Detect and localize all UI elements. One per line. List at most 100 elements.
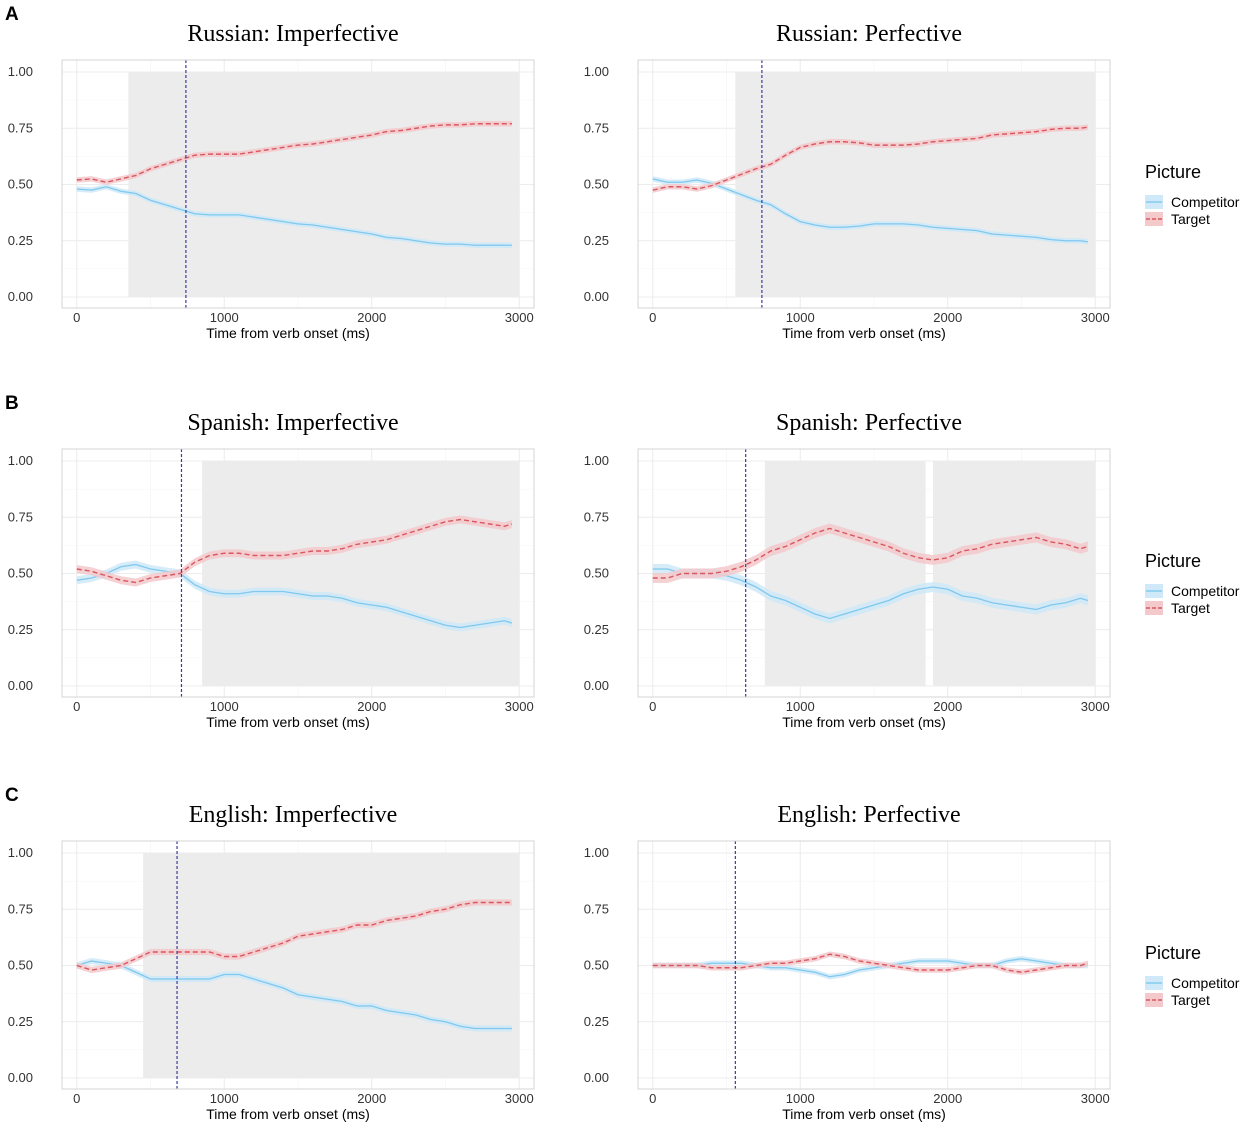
- x-tick-label: 2000: [933, 699, 962, 714]
- plot-border: [637, 448, 1111, 698]
- competitor-line: [652, 178, 1088, 243]
- x-tick-label: 1000: [786, 310, 815, 325]
- x-tick-label: 2000: [357, 699, 386, 714]
- y-tick-label: 0.50: [8, 958, 33, 973]
- legend-title: Picture: [1145, 943, 1201, 963]
- x-tick-label: 3000: [1081, 310, 1110, 325]
- competitor-line: [652, 958, 1088, 978]
- x-tick-label: 3000: [505, 310, 534, 325]
- x-axis-title: Time from verb onset (ms): [206, 1106, 370, 1122]
- target-line: [652, 953, 1089, 973]
- panel-title: Russian: Perfective: [776, 21, 962, 47]
- panel-title: English: Imperfective: [189, 802, 398, 828]
- panel-2: Russian: Perfective 0.00 0.25 0.50 0.75 1.00 0…: [584, 21, 1240, 341]
- x-tick-label: 2000: [933, 1091, 962, 1106]
- y-tick-label: 0.00: [584, 678, 609, 693]
- plot-border: [637, 840, 1111, 1090]
- legend-label: Competitor: [1171, 975, 1240, 991]
- significance-shade: [128, 72, 520, 297]
- x-tick-label: 0: [73, 1091, 80, 1106]
- x-tick-label: 0: [649, 310, 656, 325]
- x-tick-label: 1000: [210, 1091, 239, 1106]
- target-line: [652, 126, 1088, 191]
- legend-label: Target: [1171, 600, 1210, 616]
- x-tick-label: 2000: [357, 310, 386, 325]
- y-tick-label: 0.00: [8, 678, 33, 693]
- y-tick-label: 0.00: [8, 289, 33, 304]
- plot-border: [61, 840, 535, 1090]
- x-tick-label: 1000: [210, 310, 239, 325]
- y-tick-label: 0.00: [584, 289, 609, 304]
- significance-shade: [143, 853, 520, 1078]
- legend-label: Competitor: [1171, 583, 1240, 599]
- y-tick-label: 0.75: [584, 901, 609, 916]
- y-tick-label: 0.25: [8, 622, 33, 637]
- legend-label: Competitor: [1171, 194, 1240, 210]
- significance-shade: [735, 72, 1096, 297]
- x-axis-title: Time from verb onset (ms): [782, 714, 946, 730]
- competitor-line: [76, 563, 513, 629]
- y-tick-label: 0.25: [584, 233, 609, 248]
- y-tick-label: 0.50: [8, 566, 33, 581]
- y-tick-label: 1.00: [8, 453, 33, 468]
- legend-label: Target: [1171, 211, 1210, 227]
- x-tick-label: 2000: [357, 1091, 386, 1106]
- y-tick-label: 0.75: [8, 509, 33, 524]
- significance-shade: [202, 461, 520, 686]
- y-tick-label: 1.00: [8, 845, 33, 860]
- x-tick-label: 0: [649, 699, 656, 714]
- y-tick-label: 0.00: [8, 1070, 33, 1085]
- competitor-line: [76, 960, 512, 1030]
- panel-title: Russian: Imperfective: [187, 21, 398, 47]
- y-tick-label: 0.25: [584, 622, 609, 637]
- y-tick-label: 0.25: [8, 233, 33, 248]
- x-tick-label: 3000: [505, 699, 534, 714]
- y-tick-label: 0.00: [584, 1070, 609, 1085]
- x-axis-title: Time from verb onset (ms): [206, 325, 370, 341]
- x-tick-label: 2000: [933, 310, 962, 325]
- y-tick-label: 0.50: [8, 177, 33, 192]
- x-tick-label: 3000: [1081, 699, 1110, 714]
- panel-3: B Spanish: Imperfective 0.00 0.25 0.50 0.75 1.…: [5, 393, 535, 730]
- legend-title: Picture: [1145, 551, 1201, 571]
- panel-title: Spanish: Imperfective: [187, 410, 398, 436]
- y-tick-label: 0.25: [8, 1014, 33, 1029]
- panel-4: Spanish: Perfective 0.00 0.25 0.50 0.75 1.00 0…: [584, 410, 1240, 730]
- panel-5: C English: Imperfective 0.00 0.25 0.50 0.75 1.…: [5, 785, 535, 1122]
- target-line: [76, 901, 512, 971]
- panel-1: A Russian: Imperfective 0.00 0.25 0.50 0.75 1.…: [5, 4, 535, 341]
- significance-shade: [933, 461, 1096, 686]
- plot-border: [61, 448, 535, 698]
- x-axis-title: Time from verb onset (ms): [782, 1106, 946, 1122]
- y-tick-label: 0.25: [584, 1014, 609, 1029]
- legend-label: Target: [1171, 992, 1210, 1008]
- y-tick-label: 0.50: [584, 177, 609, 192]
- y-tick-label: 1.00: [584, 64, 609, 79]
- plot-border: [637, 59, 1111, 309]
- x-tick-label: 1000: [786, 699, 815, 714]
- x-axis-title: Time from verb onset (ms): [782, 325, 946, 341]
- row-label: B: [5, 393, 19, 414]
- panel-title: English: Perfective: [777, 802, 960, 828]
- y-tick-label: 0.50: [584, 958, 609, 973]
- target-line: [652, 527, 1089, 579]
- plot-border: [61, 59, 535, 309]
- target-ci-band: [652, 523, 1088, 583]
- row-label: A: [5, 4, 19, 25]
- competitor-ci-band: [652, 176, 1088, 245]
- x-tick-label: 3000: [1081, 1091, 1110, 1106]
- target-ci-band: [652, 124, 1088, 193]
- y-tick-label: 0.75: [584, 509, 609, 524]
- panel-6: English: Perfective 0.00 0.25 0.50 0.75 1.00 0…: [584, 802, 1240, 1122]
- panel-title: Spanish: Perfective: [776, 410, 962, 436]
- x-axis-title: Time from verb onset (ms): [206, 714, 370, 730]
- competitor-line: [76, 186, 512, 246]
- target-line: [76, 518, 513, 584]
- row-label: C: [5, 785, 19, 806]
- significance-shade: [764, 461, 926, 686]
- legend-title: Picture: [1145, 162, 1201, 182]
